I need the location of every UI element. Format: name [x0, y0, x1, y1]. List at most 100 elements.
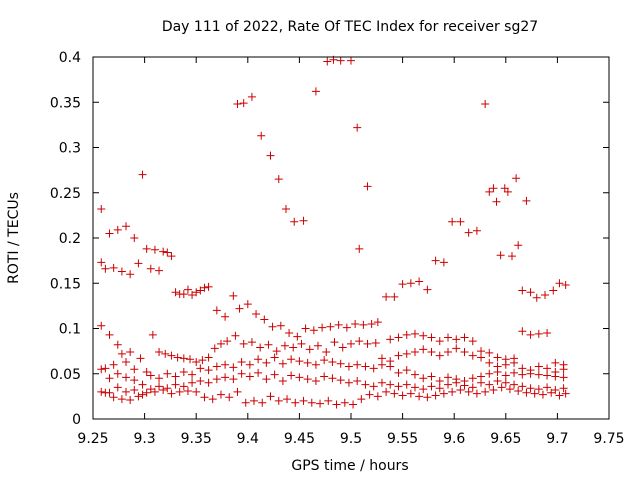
data-point: [439, 389, 448, 398]
data-point: [287, 355, 296, 364]
x-tick-label: 9.5: [340, 431, 362, 447]
data-point: [503, 187, 512, 196]
data-point: [538, 390, 547, 399]
data-point: [235, 304, 244, 313]
data-point: [136, 354, 145, 363]
data-point: [477, 378, 486, 387]
data-point: [196, 286, 205, 295]
data-point: [196, 376, 205, 385]
data-point: [532, 293, 541, 302]
data-point: [155, 348, 164, 357]
data-point: [243, 300, 252, 309]
data-point: [274, 396, 283, 405]
data-point: [510, 358, 519, 367]
data-point: [390, 292, 399, 301]
data-point: [555, 391, 564, 400]
data-point: [278, 376, 287, 385]
data-point: [322, 348, 331, 357]
data-point: [204, 366, 213, 375]
data-point: [186, 355, 195, 364]
data-point: [448, 217, 457, 226]
data-point: [122, 373, 131, 382]
data-point: [254, 355, 263, 364]
data-point: [266, 392, 275, 401]
data-point: [410, 383, 419, 392]
data-point: [231, 331, 240, 340]
data-point: [183, 386, 192, 395]
data-point: [101, 264, 110, 273]
data-point: [285, 329, 294, 338]
data-point: [320, 356, 329, 365]
data-points: [97, 55, 570, 409]
data-point: [161, 349, 170, 358]
data-point: [97, 321, 106, 330]
x-tick-label: 9.45: [284, 431, 315, 447]
data-point: [398, 280, 407, 289]
data-point: [468, 351, 477, 360]
data-point: [518, 327, 527, 336]
data-point: [297, 339, 306, 348]
data-point: [344, 362, 353, 371]
data-point: [355, 244, 364, 253]
data-point: [377, 360, 386, 369]
data-point: [344, 378, 353, 387]
data-point: [229, 363, 238, 372]
data-point: [117, 395, 126, 404]
data-point: [278, 359, 287, 368]
data-point: [402, 380, 411, 389]
data-point: [303, 375, 312, 384]
data-point: [216, 390, 225, 399]
data-point: [330, 338, 339, 347]
data-point: [252, 310, 261, 319]
data-point: [257, 131, 266, 140]
data-point: [239, 99, 248, 108]
data-point: [415, 277, 424, 286]
data-point: [105, 229, 114, 238]
data-point: [541, 291, 550, 300]
data-point: [150, 387, 159, 396]
data-point: [299, 396, 308, 405]
data-point: [192, 357, 201, 366]
data-point: [415, 392, 424, 401]
data-point: [543, 364, 552, 373]
data-point: [472, 389, 481, 398]
plot-frame: [92, 56, 610, 420]
data-point: [192, 288, 201, 297]
data-point: [148, 330, 157, 339]
data-point: [347, 56, 355, 65]
data-point: [481, 387, 490, 396]
data-point: [179, 354, 188, 363]
data-point: [287, 371, 296, 380]
data-point: [435, 384, 444, 393]
data-point: [497, 383, 506, 392]
data-point: [464, 387, 473, 396]
data-point: [150, 245, 159, 254]
data-point: [444, 333, 453, 342]
data-point: [468, 374, 477, 383]
data-point: [489, 386, 498, 395]
data-point: [406, 389, 415, 398]
data-point: [289, 343, 298, 352]
data-point: [328, 374, 337, 383]
data-point: [324, 396, 333, 405]
data-point: [534, 362, 543, 371]
data-point: [377, 378, 386, 387]
data-point: [159, 247, 168, 256]
data-point: [361, 380, 370, 389]
data-point: [146, 371, 155, 380]
data-point: [130, 234, 139, 242]
data-point: [435, 351, 444, 360]
data-point: [496, 251, 505, 260]
data-point: [295, 357, 304, 366]
x-tick-label: 9.25: [77, 431, 108, 447]
data-point: [464, 228, 473, 237]
data-point: [518, 382, 527, 391]
data-point: [427, 372, 436, 381]
data-point: [276, 321, 285, 330]
data-point: [258, 398, 267, 407]
data-point: [369, 364, 378, 373]
data-point: [163, 248, 172, 257]
data-point: [357, 395, 366, 404]
data-point: [105, 374, 114, 383]
data-point: [117, 349, 126, 358]
